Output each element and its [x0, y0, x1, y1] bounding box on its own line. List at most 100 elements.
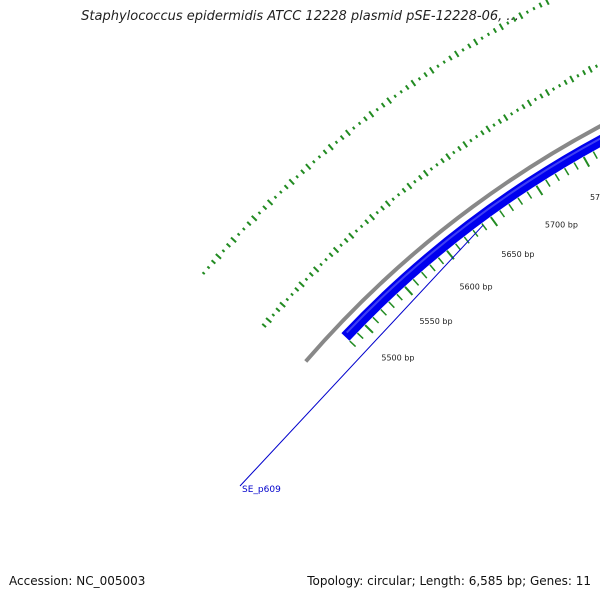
plasmid-map-view: Staphylococcus epidermidis ATCC 12228 pl…: [0, 0, 600, 600]
minor-tick: [357, 333, 363, 339]
gc-content-mark: [349, 233, 354, 238]
gc-content-mark: [309, 273, 313, 277]
gc-content-mark: [296, 176, 298, 178]
minor-tick: [397, 294, 402, 300]
gc-content-mark: [564, 80, 566, 84]
gc-content-mark: [325, 259, 327, 261]
gene-label-se_p609[interactable]: SE_p609: [242, 485, 281, 495]
tick-label-5700: 5700 bp: [545, 220, 578, 229]
gc-content-mark: [320, 263, 322, 265]
minor-tick: [350, 341, 356, 346]
gc-content-mark: [546, 89, 549, 95]
accession-text: Accession: NC_005003: [9, 574, 145, 588]
minor-tick: [482, 224, 487, 230]
gc-content-mark: [280, 191, 282, 193]
gc-content-mark: [318, 156, 320, 158]
gc-content-mark: [437, 65, 439, 67]
gc-content-mark: [443, 61, 445, 64]
minor-tick: [527, 192, 531, 199]
gc-content-mark: [476, 135, 478, 137]
gc-content-mark: [511, 113, 513, 116]
minor-tick: [500, 211, 505, 218]
gc-content-mark: [314, 267, 319, 272]
gc-content-mark: [258, 212, 260, 214]
minor-tick: [456, 244, 461, 250]
gc-content-mark: [455, 51, 459, 57]
major-tick: [405, 287, 412, 295]
gc-content-mark: [376, 211, 378, 213]
minor-tick: [509, 204, 514, 211]
gc-content-mark: [488, 33, 490, 36]
gc-content-mark: [583, 70, 585, 74]
gc-content-mark: [231, 237, 236, 242]
gc-content-mark: [400, 91, 402, 93]
gc-content-mark: [540, 94, 543, 98]
gc-content-mark: [392, 198, 394, 200]
backbone-arc: [306, 5, 600, 361]
gc-content-mark: [462, 49, 464, 52]
scale-ticks: 5500 bp 5550 bp 5600 bp 5650 bp 5700 bp 5750 …: [350, 33, 600, 362]
gc-content-mark: [535, 98, 537, 101]
major-tick: [536, 186, 542, 195]
minor-tick: [422, 272, 427, 278]
gc-content-mark: [243, 228, 245, 230]
minor-tick: [438, 258, 443, 264]
gc-content-mark: [449, 56, 452, 60]
gc-content-mark: [407, 183, 411, 188]
gc-content-mark: [453, 151, 455, 153]
gc-content-mark: [499, 119, 502, 123]
gc-content-mark: [527, 11, 528, 14]
gc-content-mark: [528, 100, 532, 106]
gc-content-mark: [227, 244, 231, 247]
gc-content-mark: [289, 179, 294, 184]
gc-content-mark: [301, 170, 304, 174]
minor-tick: [565, 168, 569, 175]
gc-content-mark: [299, 282, 304, 287]
minor-tick: [555, 174, 559, 181]
gc-content-mark: [570, 76, 573, 82]
gc-content-mark: [247, 222, 251, 225]
gc-content-mark: [334, 247, 339, 252]
gc-content-mark: [323, 150, 326, 154]
gc-content-mark: [353, 127, 355, 129]
gc-content-mark: [419, 78, 421, 80]
gc-content-mark: [402, 188, 405, 192]
gc-content-mark: [359, 122, 361, 124]
gc-content-mark: [207, 267, 209, 269]
gc-content-mark: [500, 24, 504, 30]
gc-content-mark: [216, 254, 221, 259]
gc-content-mark: [424, 73, 427, 77]
gc-content-mark: [414, 181, 416, 183]
gc-content-mark: [341, 136, 344, 140]
plasmid-backbone: [306, 5, 600, 361]
gc-content-mark: [419, 175, 422, 179]
gc-content-mark: [386, 201, 390, 206]
gc-content-mark: [493, 124, 495, 127]
gc-content-mark: [559, 84, 560, 87]
gc-content-mark: [344, 239, 347, 243]
gc-content-mark: [577, 74, 578, 77]
gc-content-mark: [340, 244, 342, 246]
gene-highlight: [347, 75, 600, 333]
gc-content-mark: [481, 37, 483, 40]
gc-content-mark: [346, 130, 350, 135]
gc-content-mark: [329, 253, 332, 257]
minor-tick: [389, 302, 395, 308]
gc-content-mark: [369, 111, 373, 117]
gc-content-mark: [266, 318, 271, 323]
topology-summary: Topology: circular; Length: 6,585 bp; Ge…: [307, 574, 591, 588]
circular-plasmid-map[interactable]: 5500 bp5550 bp5600 bp5650 bp5700 bp5750 …: [0, 0, 600, 600]
gc-content-mark: [291, 293, 293, 295]
minor-tick: [574, 163, 578, 170]
minor-tick: [373, 317, 379, 323]
minor-tick: [413, 279, 418, 285]
gc-content-mark: [212, 260, 216, 263]
gc-content-mark: [398, 194, 400, 196]
gc-content-mark: [280, 302, 285, 307]
tick-label-5550: 5550 bp: [419, 317, 452, 326]
minor-tick: [593, 152, 597, 159]
gc-content-mark: [546, 0, 549, 5]
gc-content-mark: [458, 146, 461, 150]
gene-label-leader: [240, 225, 483, 486]
gc-content-mark: [430, 67, 434, 73]
